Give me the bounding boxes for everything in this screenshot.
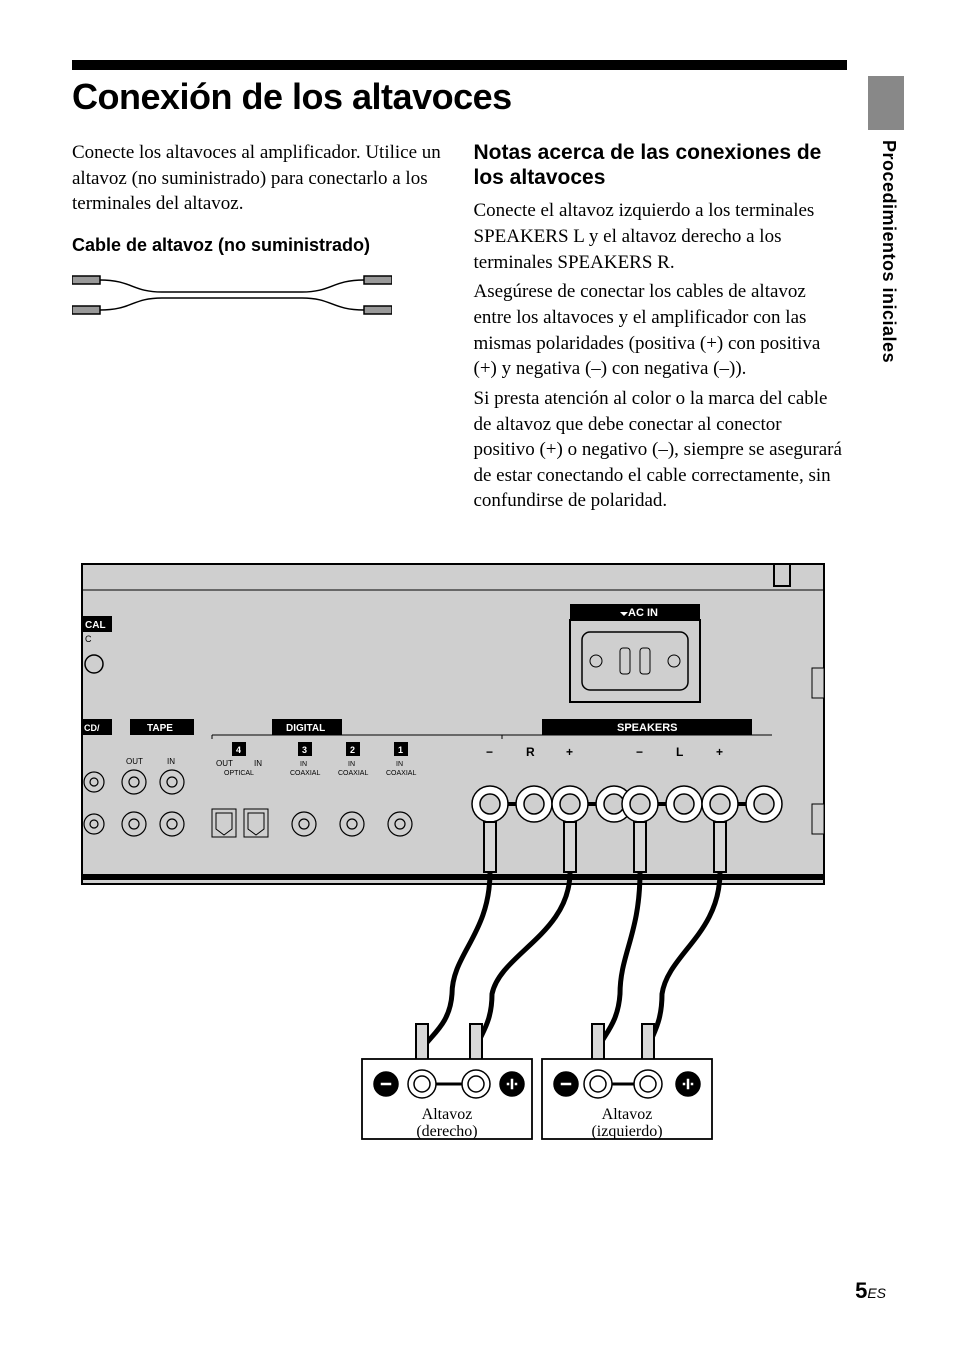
svg-text:3: 3 bbox=[302, 745, 307, 755]
svg-text:−: − bbox=[636, 745, 643, 759]
svg-text:COAXIAL: COAXIAL bbox=[386, 770, 416, 777]
svg-text:COAXIAL: COAXIAL bbox=[290, 770, 320, 777]
svg-text:COAXIAL: COAXIAL bbox=[338, 770, 368, 777]
columns: Conecte los altavoces al amplificador. U… bbox=[72, 140, 847, 518]
section-side-label: Procedimientos iniciales bbox=[878, 140, 899, 363]
page-suffix: ES bbox=[867, 1285, 886, 1301]
svg-text:OUT: OUT bbox=[216, 759, 233, 768]
notes-p1: Conecte el altavoz izquierdo a los termi… bbox=[474, 198, 848, 275]
left-speaker-label: Altavoz bbox=[602, 1106, 653, 1123]
svg-text:C: C bbox=[85, 634, 92, 644]
notes-p2: Asegúrese de conectar los cables de alta… bbox=[474, 279, 848, 382]
acin-label: AC IN bbox=[628, 607, 658, 619]
svg-text:+: + bbox=[716, 745, 723, 759]
column-right: Notas acerca de las conexiones de los al… bbox=[474, 140, 848, 518]
page: Procedimientos iniciales Conexión de los… bbox=[0, 0, 954, 1352]
svg-text:IN: IN bbox=[348, 761, 355, 768]
page-title: Conexión de los altavoces bbox=[72, 76, 894, 118]
side-tab-decoration bbox=[868, 76, 904, 130]
svg-text:R: R bbox=[526, 745, 535, 759]
right-speaker-label: Altavoz bbox=[422, 1106, 473, 1123]
cd-label: CD/ bbox=[84, 723, 100, 733]
svg-text:1: 1 bbox=[398, 745, 403, 755]
column-left: Conecte los altavoces al amplificador. U… bbox=[72, 140, 446, 518]
speakers-label: SPEAKERS bbox=[617, 722, 678, 734]
page-num: 5 bbox=[855, 1278, 867, 1303]
notes-heading: Notas acerca de las conexiones de los al… bbox=[474, 140, 848, 190]
cal-label: CAL bbox=[85, 620, 106, 631]
svg-text:IN: IN bbox=[300, 761, 307, 768]
svg-text:OPTICAL: OPTICAL bbox=[224, 770, 254, 777]
intro-text: Conecte los altavoces al amplificador. U… bbox=[72, 140, 446, 217]
tape-label: TAPE bbox=[147, 723, 173, 734]
svg-text:IN: IN bbox=[396, 761, 403, 768]
svg-text:2: 2 bbox=[350, 745, 355, 755]
speaker-cable-illustration bbox=[72, 270, 392, 330]
svg-text:+: + bbox=[566, 745, 573, 759]
svg-text:−: − bbox=[486, 745, 493, 759]
svg-text:IN: IN bbox=[167, 757, 175, 766]
heading-rule bbox=[72, 60, 847, 70]
svg-text:IN: IN bbox=[254, 759, 262, 768]
page-number: 5ES bbox=[855, 1278, 886, 1304]
svg-text:OUT: OUT bbox=[126, 757, 143, 766]
rear-panel-svg: AC IN CAL C CD/ TAPE DIGITAL bbox=[72, 554, 847, 1214]
right-speaker-sublabel: (derecho) bbox=[416, 1123, 477, 1140]
svg-text:L: L bbox=[676, 745, 683, 759]
digital-label: DIGITAL bbox=[286, 723, 325, 734]
connection-diagram: AC IN CAL C CD/ TAPE DIGITAL bbox=[72, 554, 847, 1214]
left-speaker-sublabel: (izquierdo) bbox=[591, 1123, 662, 1140]
svg-text:4: 4 bbox=[236, 745, 241, 755]
cable-label: Cable de altavoz (no suministrado) bbox=[72, 235, 446, 256]
notes-p3: Si presta atención al color o la marca d… bbox=[474, 386, 848, 514]
